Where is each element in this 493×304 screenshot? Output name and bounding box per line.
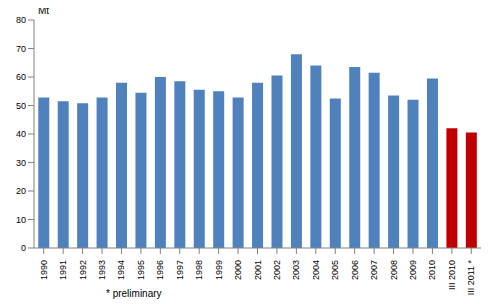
svg-text:10: 10 <box>16 215 26 225</box>
svg-text:2007: 2007 <box>369 260 379 280</box>
svg-text:2005: 2005 <box>330 260 340 280</box>
svg-text:0: 0 <box>21 243 26 253</box>
svg-text:III 2010: III 2010 <box>447 260 457 290</box>
svg-text:1992: 1992 <box>78 260 88 280</box>
svg-text:1994: 1994 <box>116 260 126 280</box>
svg-text:2002: 2002 <box>272 260 282 280</box>
svg-text:30: 30 <box>16 158 26 168</box>
svg-text:40: 40 <box>16 129 26 139</box>
svg-text:2000: 2000 <box>233 260 243 280</box>
html-text:Mt: Mt <box>38 5 50 16</box>
svg-text:2010: 2010 <box>427 260 437 280</box>
svg-text:50: 50 <box>16 101 26 111</box>
html-text:* preliminary: * preliminary <box>106 288 162 299</box>
svg-text:1995: 1995 <box>136 260 146 280</box>
svg-text:60: 60 <box>16 72 26 82</box>
svg-text:III 2011 *: III 2011 * <box>466 260 476 296</box>
svg-text:80: 80 <box>16 15 26 25</box>
svg-text:1999: 1999 <box>214 260 224 280</box>
svg-text:1997: 1997 <box>175 260 185 280</box>
svg-text:2006: 2006 <box>350 260 360 280</box>
svg-text:1998: 1998 <box>194 260 204 280</box>
svg-text:2009: 2009 <box>408 260 418 280</box>
svg-text:2001: 2001 <box>253 260 263 280</box>
svg-text:20: 20 <box>16 186 26 196</box>
svg-text:1996: 1996 <box>155 260 165 280</box>
svg-text:2008: 2008 <box>389 260 399 280</box>
svg-text:1991: 1991 <box>58 260 68 280</box>
svg-text:70: 70 <box>16 44 26 54</box>
svg-text:1993: 1993 <box>97 260 107 280</box>
svg-text:2004: 2004 <box>311 260 321 280</box>
svg-text:1990: 1990 <box>39 260 49 280</box>
svg-text:2003: 2003 <box>291 260 301 280</box>
